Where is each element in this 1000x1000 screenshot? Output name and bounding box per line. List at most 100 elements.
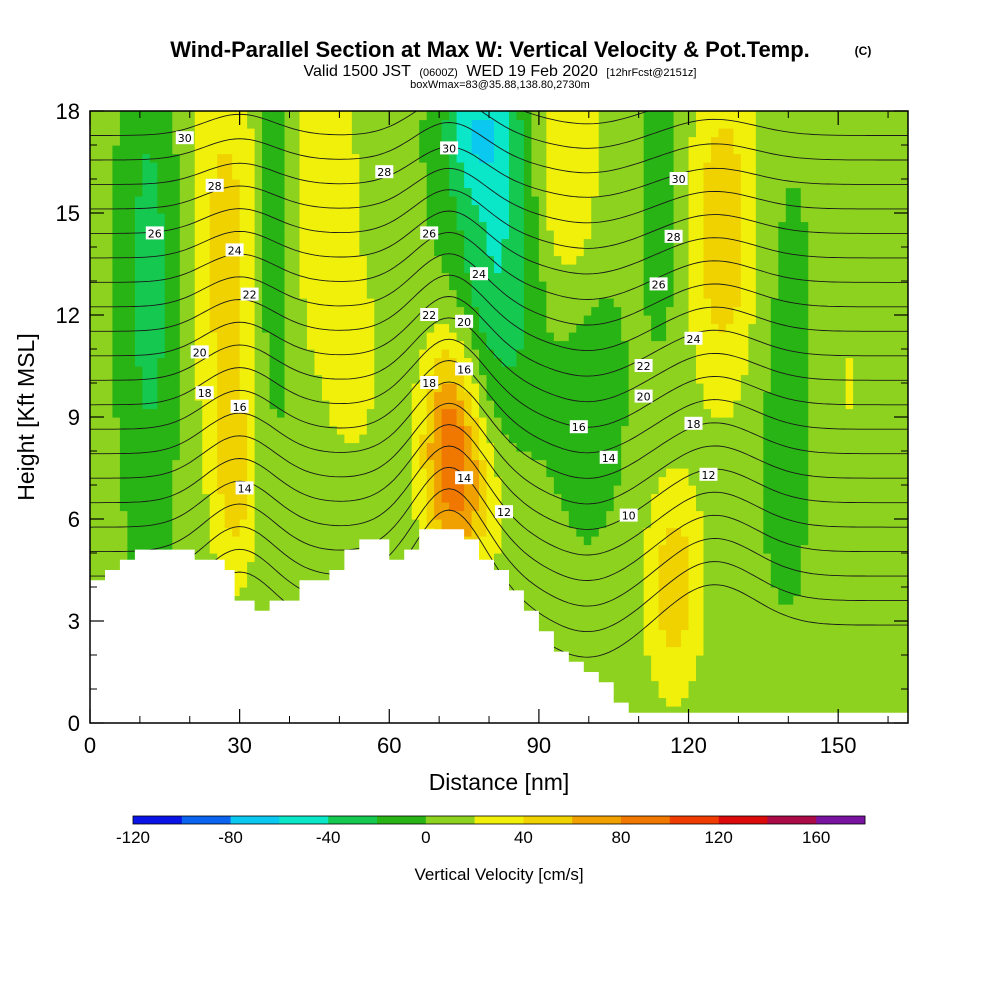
- velocity-cell: [374, 459, 383, 469]
- velocity-cell: [344, 519, 353, 529]
- velocity-cell: [538, 604, 547, 614]
- velocity-cell: [568, 162, 577, 172]
- velocity-cell: [104, 187, 114, 197]
- velocity-cell: [538, 621, 547, 631]
- velocity-cell: [104, 272, 114, 282]
- velocity-cell: [419, 298, 428, 308]
- velocity-cell: [164, 510, 173, 520]
- velocity-cell: [381, 502, 390, 512]
- velocity-cell: [494, 544, 503, 554]
- velocity-cell: [419, 238, 428, 248]
- velocity-cell: [351, 357, 360, 367]
- velocity-cell: [553, 247, 562, 257]
- velocity-cell: [232, 425, 241, 435]
- velocity-cell: [576, 196, 585, 206]
- velocity-cell: [344, 349, 353, 359]
- velocity-cell: [471, 255, 480, 265]
- velocity-cell: [224, 170, 233, 180]
- velocity-cell: [134, 434, 143, 444]
- velocity-cell: [479, 519, 488, 529]
- velocity-cell: [149, 128, 158, 138]
- velocity-cell: [411, 204, 420, 214]
- velocity-cell: [591, 561, 600, 571]
- velocity-cell: [344, 408, 353, 418]
- velocity-cell: [164, 340, 173, 350]
- velocity-cell: [172, 366, 181, 376]
- velocity-cell: [523, 391, 533, 401]
- velocity-cell: [583, 272, 592, 282]
- velocity-cell: [254, 323, 263, 333]
- velocity-cell: [591, 315, 600, 325]
- velocity-cell: [254, 595, 263, 605]
- velocity-cell: [374, 272, 383, 282]
- velocity-cell: [262, 332, 271, 342]
- velocity-cell: [149, 349, 158, 359]
- velocity-cell: [508, 272, 518, 282]
- velocity-cell: [262, 391, 271, 401]
- velocity-cell: [127, 476, 136, 486]
- velocity-cell: [217, 442, 226, 452]
- velocity-cell: [411, 119, 420, 129]
- velocity-cell: [576, 153, 585, 163]
- velocity-cell: [366, 230, 375, 240]
- velocity-cell: [374, 264, 383, 274]
- velocity-cell: [277, 153, 286, 163]
- velocity-cell: [486, 519, 495, 529]
- velocity-cell: [501, 145, 510, 155]
- velocity-cell: [321, 170, 331, 180]
- velocity-cell: [411, 349, 420, 359]
- velocity-cell: [277, 425, 286, 435]
- velocity-cell: [546, 289, 555, 299]
- velocity-cell: [239, 119, 248, 129]
- velocity-cell: [97, 366, 106, 376]
- velocity-cell: [172, 476, 181, 486]
- velocity-cell: [90, 230, 99, 240]
- velocity-cell: [247, 153, 256, 163]
- velocity-cell: [568, 604, 577, 614]
- velocity-cell: [576, 510, 585, 520]
- velocity-cell: [277, 255, 286, 265]
- velocity-cell: [247, 281, 256, 291]
- velocity-cell: [247, 349, 256, 359]
- velocity-cell: [381, 519, 390, 529]
- velocity-cell: [366, 170, 375, 180]
- velocity-cell: [568, 587, 577, 597]
- velocity-cell: [292, 281, 301, 291]
- velocity-cell: [232, 374, 241, 384]
- velocity-cell: [239, 332, 248, 342]
- velocity-cell: [523, 374, 533, 384]
- velocity-cell: [187, 196, 196, 206]
- velocity-cell: [127, 442, 136, 452]
- velocity-cell: [381, 128, 390, 138]
- velocity-cell: [464, 349, 473, 359]
- velocity-cell: [538, 153, 547, 163]
- velocity-cell: [479, 230, 488, 240]
- velocity-cell: [119, 145, 129, 155]
- velocity-cell: [232, 136, 241, 146]
- velocity-cell: [254, 179, 263, 189]
- velocity-cell: [449, 408, 458, 418]
- velocity-cell: [479, 485, 488, 495]
- velocity-cell: [97, 434, 106, 444]
- velocity-cell: [134, 459, 143, 469]
- velocity-cell: [314, 400, 323, 410]
- velocity-cell: [486, 510, 495, 520]
- velocity-cell: [104, 476, 114, 486]
- velocity-cell: [546, 323, 555, 333]
- velocity-cell: [217, 119, 226, 129]
- velocity-cell: [381, 289, 390, 299]
- velocity-cell: [591, 264, 600, 274]
- velocity-cell: [239, 315, 248, 325]
- velocity-cell: [561, 340, 570, 350]
- velocity-cell: [411, 298, 420, 308]
- velocity-cell: [553, 213, 562, 223]
- velocity-cell: [359, 196, 368, 206]
- velocity-cell: [426, 332, 435, 342]
- velocity-cell: [134, 255, 143, 265]
- velocity-cell: [164, 119, 173, 129]
- velocity-cell: [591, 179, 600, 189]
- velocity-cell: [561, 408, 570, 418]
- velocity-cell: [336, 391, 345, 401]
- velocity-cell: [194, 374, 203, 384]
- velocity-cell: [239, 221, 248, 231]
